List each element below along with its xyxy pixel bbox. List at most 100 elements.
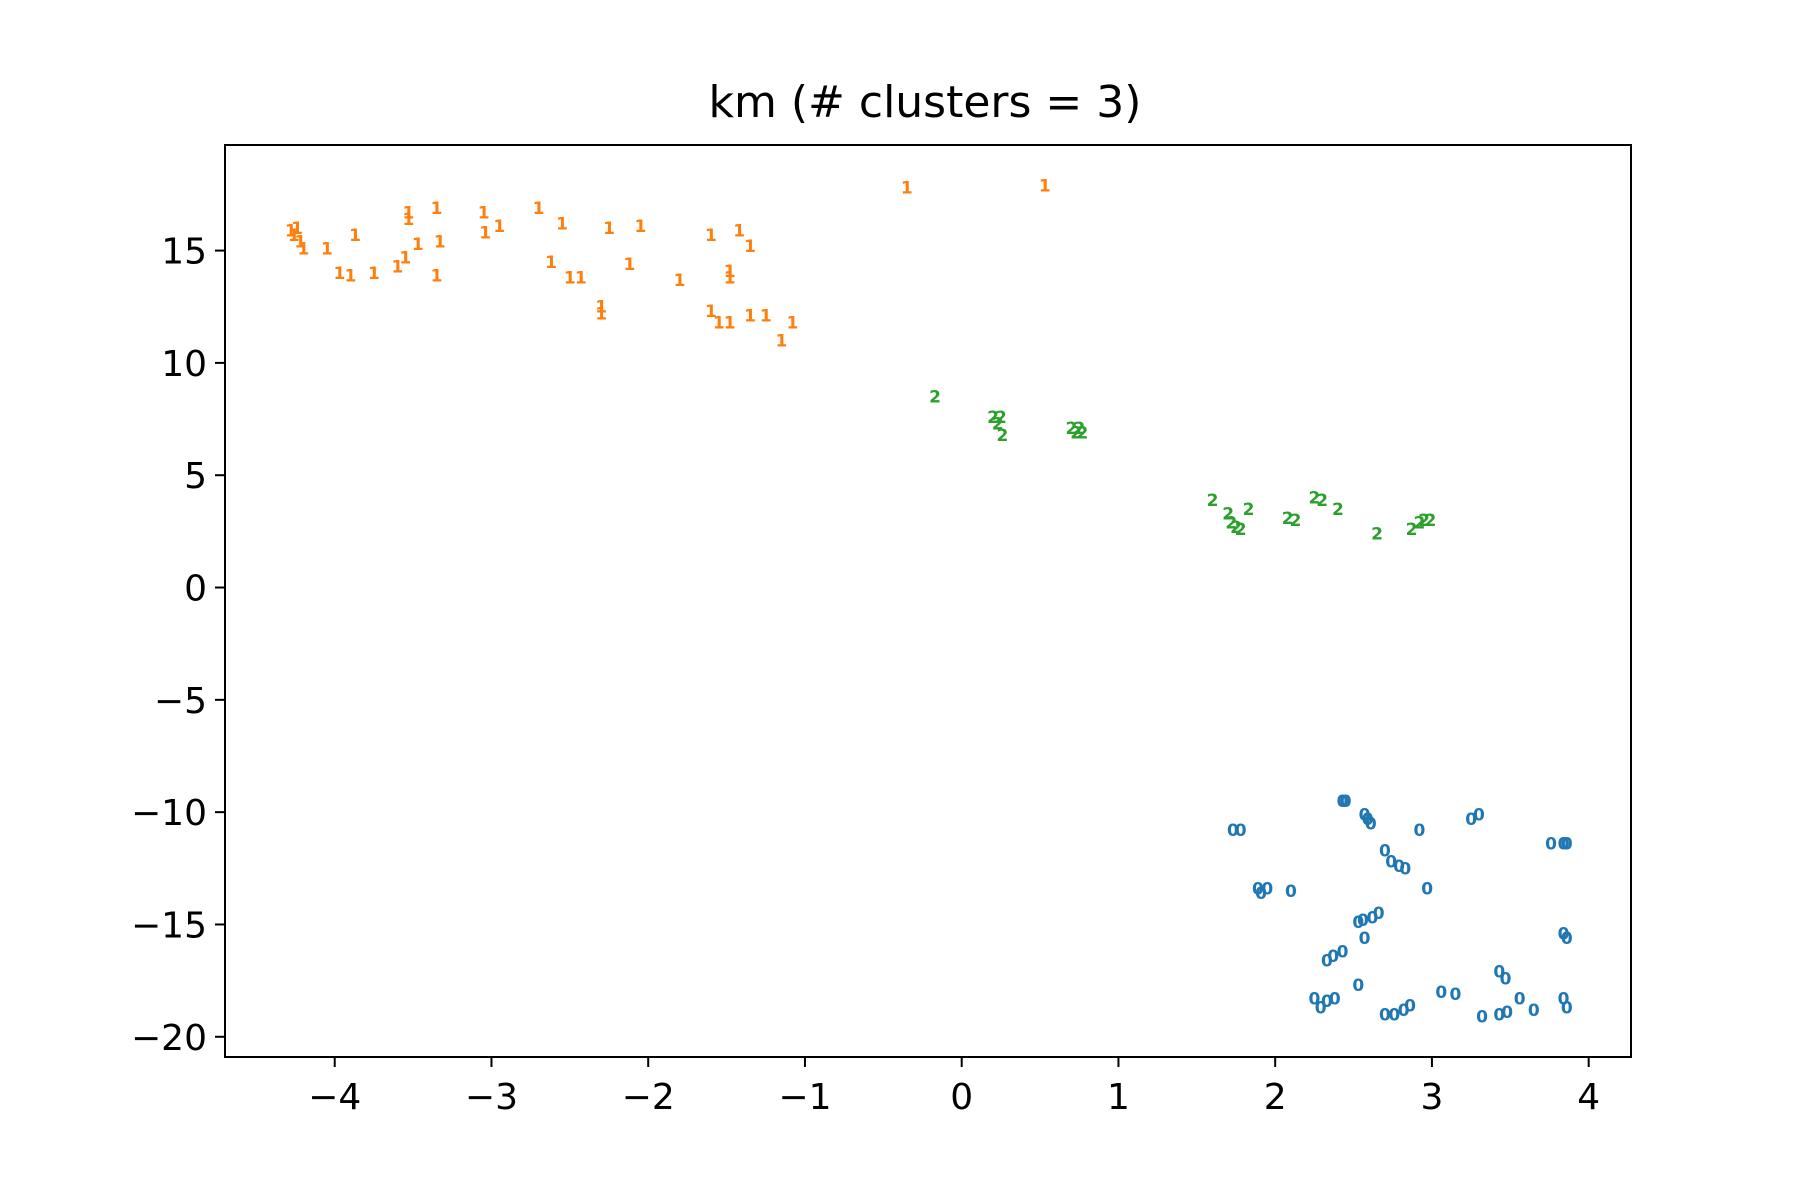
data-point-2: 2 (1222, 504, 1234, 524)
y-tick-label: 10 (161, 344, 207, 385)
data-point-1: 1 (344, 266, 356, 286)
data-point-2: 2 (1424, 511, 1436, 531)
data-point-1: 1 (349, 226, 361, 246)
data-point-0: 0 (1308, 990, 1320, 1010)
x-tick-label: 3 (1420, 1077, 1443, 1118)
data-point-1: 1 (285, 221, 297, 241)
y-tick-label: −10 (131, 793, 207, 834)
data-point-1: 1 (431, 199, 443, 219)
data-point-1: 1 (705, 302, 717, 322)
data-point-1: 1 (478, 203, 490, 223)
x-tick-label: 0 (950, 1077, 973, 1118)
data-point-1: 1 (724, 262, 736, 282)
y-tick-label: −20 (131, 1018, 207, 1059)
data-point-2: 2 (1308, 489, 1320, 509)
data-point-0: 0 (1561, 929, 1573, 949)
data-point-2: 2 (997, 426, 1009, 446)
data-point-0: 0 (1399, 859, 1411, 879)
data-point-0: 0 (1501, 1003, 1513, 1023)
data-point-1: 1 (493, 217, 505, 237)
data-point-0: 0 (1500, 969, 1512, 989)
data-point-1: 1 (575, 269, 587, 289)
data-point-0: 0 (1235, 821, 1247, 841)
data-point-2: 2 (1406, 520, 1418, 540)
data-point-2: 2 (1065, 419, 1077, 439)
data-point-2: 2 (995, 408, 1007, 428)
data-point-0: 0 (1340, 792, 1352, 812)
data-point-0: 0 (1561, 999, 1573, 1019)
data-point-1: 1 (744, 307, 756, 327)
data-point-0: 0 (1450, 985, 1462, 1005)
data-point-0: 0 (1359, 805, 1371, 825)
data-point-1: 1 (623, 255, 635, 275)
data-point-1: 1 (533, 199, 545, 219)
x-tick-label: 4 (1577, 1077, 1600, 1118)
data-point-2: 2 (987, 408, 999, 428)
data-point-0: 0 (1413, 821, 1425, 841)
data-point-1: 1 (705, 226, 717, 246)
data-point-0: 0 (1352, 976, 1364, 996)
data-point-2: 2 (1225, 513, 1237, 533)
data-point-0: 0 (1337, 942, 1349, 962)
data-point-0: 0 (1493, 1005, 1505, 1025)
data-point-0: 0 (1327, 947, 1339, 967)
x-axis: −4 −3 −2 −1 0 1 2 3 4 (308, 1057, 1600, 1118)
data-point-0: 0 (1465, 810, 1477, 830)
data-point-1: 1 (595, 304, 607, 324)
data-point-1: 1 (431, 266, 443, 286)
data-point-0: 0 (1528, 1001, 1540, 1021)
data-point-0: 0 (1227, 821, 1239, 841)
data-point-0: 0 (1352, 913, 1364, 933)
data-point-2: 2 (1070, 424, 1082, 444)
data-point-0: 0 (1545, 835, 1557, 855)
data-point-1: 1 (776, 331, 788, 351)
data-point-0: 0 (1337, 792, 1349, 812)
data-point-2: 2 (929, 388, 941, 408)
data-point-0: 0 (1473, 805, 1485, 825)
data-point-1: 1 (564, 269, 576, 289)
data-point-0: 0 (1561, 835, 1573, 855)
data-point-2: 2 (992, 415, 1004, 435)
y-tick-label: 5 (184, 456, 207, 497)
y-tick-label: −15 (131, 905, 207, 946)
data-point-1: 1 (334, 264, 346, 284)
data-point-1: 1 (786, 313, 798, 333)
data-point-1: 1 (713, 313, 725, 333)
data-point-0: 0 (1261, 880, 1273, 900)
data-point-2: 2 (1207, 491, 1219, 511)
data-point-0: 0 (1357, 911, 1369, 931)
data-point-2: 2 (1073, 419, 1085, 439)
data-point-1: 1 (399, 248, 411, 268)
data-point-0: 0 (1388, 1005, 1400, 1025)
data-point-0: 0 (1373, 904, 1385, 924)
data-point-2: 2 (1290, 511, 1302, 531)
x-tick-label: −4 (308, 1077, 361, 1118)
data-point-0: 0 (1398, 1001, 1410, 1021)
data-point-0: 0 (1321, 992, 1333, 1012)
data-point-1: 1 (297, 239, 309, 259)
data-point-1: 1 (545, 253, 557, 273)
data-point-0: 0 (1252, 880, 1264, 900)
y-tick-label: −5 (154, 681, 207, 722)
data-point-1: 1 (595, 298, 607, 318)
x-tick-label: −3 (465, 1077, 518, 1118)
data-point-1: 1 (321, 239, 333, 259)
data-point-1: 1 (603, 219, 615, 239)
data-point-1: 1 (391, 257, 403, 277)
y-tick-label: 15 (161, 232, 207, 273)
x-tick-label: 1 (1107, 1077, 1130, 1118)
data-point-0: 0 (1285, 882, 1297, 902)
data-point-1: 1 (901, 179, 913, 199)
data-point-1: 1 (412, 235, 424, 255)
data-point-0: 0 (1365, 814, 1377, 834)
data-point-0: 0 (1255, 884, 1267, 904)
plot-frame (224, 144, 1632, 1058)
data-point-0: 0 (1379, 841, 1391, 861)
data-point-0: 0 (1558, 835, 1570, 855)
data-point-2: 2 (1230, 518, 1242, 538)
data-point-0: 0 (1476, 1008, 1488, 1028)
data-point-0: 0 (1558, 990, 1570, 1010)
